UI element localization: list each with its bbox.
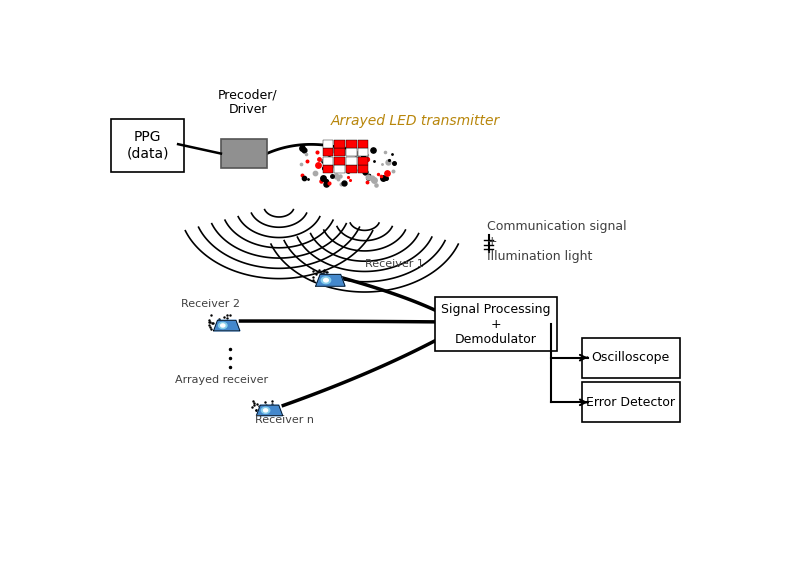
Bar bbox=[323, 157, 334, 165]
Text: Receiver 2: Receiver 2 bbox=[181, 299, 240, 309]
Circle shape bbox=[221, 324, 225, 327]
Text: Signal Processing
+
Demodulator: Signal Processing + Demodulator bbox=[441, 303, 551, 346]
Circle shape bbox=[321, 277, 331, 284]
Text: Oscilloscope: Oscilloscope bbox=[592, 351, 670, 364]
Polygon shape bbox=[214, 320, 240, 331]
Bar bbox=[357, 148, 368, 156]
Bar bbox=[323, 140, 334, 148]
Bar bbox=[357, 165, 368, 173]
Bar bbox=[335, 165, 345, 173]
Bar bbox=[335, 157, 345, 165]
Bar bbox=[335, 140, 345, 148]
FancyBboxPatch shape bbox=[435, 298, 557, 351]
Bar bbox=[323, 165, 334, 173]
Bar bbox=[346, 140, 357, 148]
Text: Arrayed LED transmitter: Arrayed LED transmitter bbox=[331, 114, 500, 128]
Circle shape bbox=[261, 407, 270, 414]
Bar bbox=[335, 148, 345, 156]
Bar bbox=[357, 157, 368, 165]
FancyBboxPatch shape bbox=[581, 382, 679, 422]
Text: Receiver 1: Receiver 1 bbox=[365, 259, 424, 269]
Bar bbox=[357, 140, 368, 148]
Bar bbox=[346, 165, 357, 173]
Bar bbox=[346, 148, 357, 156]
Circle shape bbox=[264, 409, 267, 412]
Text: Error Detector: Error Detector bbox=[586, 396, 675, 409]
Polygon shape bbox=[316, 274, 345, 286]
Text: Communication signal
+
Illumination light: Communication signal + Illumination ligh… bbox=[487, 220, 626, 263]
Text: PPG
(data): PPG (data) bbox=[126, 130, 169, 161]
Bar bbox=[346, 157, 357, 165]
Circle shape bbox=[219, 322, 227, 328]
Circle shape bbox=[323, 278, 328, 282]
Polygon shape bbox=[256, 405, 282, 416]
Text: Receiver n: Receiver n bbox=[255, 415, 313, 425]
Text: Precoder/
Driver: Precoder/ Driver bbox=[218, 89, 278, 117]
Polygon shape bbox=[221, 139, 267, 168]
Text: Arrayed receiver: Arrayed receiver bbox=[175, 375, 268, 385]
FancyBboxPatch shape bbox=[581, 338, 679, 378]
Bar bbox=[323, 148, 334, 156]
FancyBboxPatch shape bbox=[110, 119, 185, 172]
